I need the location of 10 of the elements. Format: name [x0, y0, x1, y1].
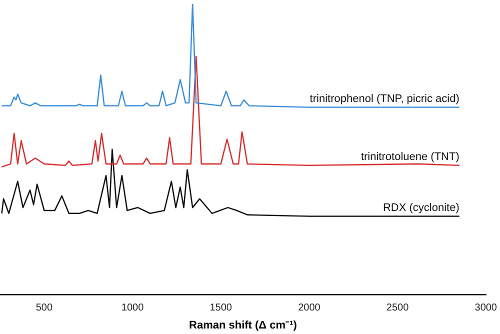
series-label: RDX (cyclonite): [382, 202, 460, 214]
x-tick-label: 2500: [386, 302, 410, 314]
x-tick-label: 3000: [474, 302, 498, 314]
x-tick-label: 2000: [298, 302, 321, 314]
series-label: trinitrophenol (TNP, picric acid): [310, 92, 460, 105]
series-label: trinitrotoluene (TNT): [360, 150, 460, 163]
x-tick-label: 500: [36, 302, 53, 314]
x-tick-label: 1500: [210, 302, 232, 314]
x-axis-title: Raman shift (Δ cm⁻¹): [189, 319, 298, 332]
x-tick-label: 1000: [121, 302, 144, 314]
